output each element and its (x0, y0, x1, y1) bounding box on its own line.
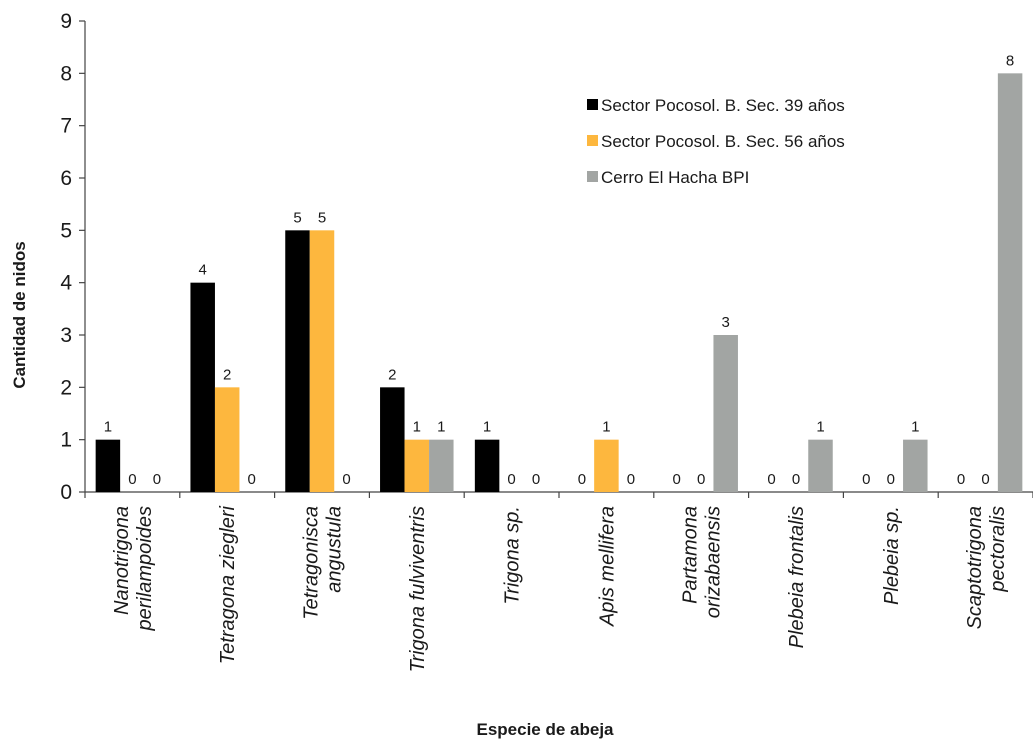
data-label: 1 (911, 419, 919, 436)
bar (404, 439, 430, 492)
category-label: orizabaensis (703, 506, 725, 618)
data-label: 0 (507, 471, 515, 488)
data-label: 0 (697, 471, 705, 488)
data-label: 0 (153, 471, 161, 488)
bars (95, 73, 1023, 493)
category-label: Partamona (680, 506, 702, 604)
data-label: 1 (104, 419, 112, 436)
y-tick-label: 1 (60, 429, 72, 452)
category-label: Trigona fulviventris (407, 506, 429, 672)
legend-label: Cerro El Hacha BPI (601, 168, 749, 187)
data-label: 3 (722, 314, 730, 331)
category-label: Scaptotrigona (964, 506, 986, 629)
data-label: 0 (248, 471, 256, 488)
legend-swatch (587, 135, 598, 146)
data-label: 0 (627, 471, 635, 488)
bar (190, 282, 215, 492)
data-label: 0 (887, 471, 895, 488)
category-label: angustula (324, 506, 346, 593)
legend: Sector Pocosol. B. Sec. 39 años Sector Po… (587, 96, 845, 187)
data-label: 1 (413, 419, 421, 436)
data-label: 0 (578, 471, 586, 488)
data-label: 5 (293, 209, 301, 226)
category-label: perilampoides (134, 506, 156, 632)
y-tick-label: 4 (60, 272, 72, 295)
y-tick-label: 5 (60, 219, 72, 242)
data-label: 1 (816, 419, 824, 436)
legend-label: Sector Pocosol. B. Sec. 39 años (601, 96, 845, 115)
data-label: 1 (602, 419, 610, 436)
category-labels: Nanotrigona perilampoides Tetragona ziegle… (111, 505, 1009, 672)
bar (285, 230, 310, 493)
data-label: 0 (981, 471, 989, 488)
y-tick-label: 3 (60, 324, 72, 347)
y-axis: 0 1 2 3 4 5 6 7 8 9 (60, 10, 86, 504)
y-tick-label: 2 (60, 376, 72, 399)
data-label: 1 (437, 419, 445, 436)
data-label: 2 (388, 366, 396, 383)
bar (808, 439, 833, 492)
data-label: 0 (673, 471, 681, 488)
category-label: Nanotrigona (111, 506, 133, 615)
y-tick-label: 0 (60, 481, 72, 504)
category-label: Plebeia sp. (881, 506, 903, 605)
bar (429, 439, 454, 492)
data-label: 1 (483, 419, 491, 436)
category-label: pectoralis (987, 506, 1009, 593)
category-label: Apis mellifera (596, 506, 618, 627)
y-tick-label: 9 (60, 10, 72, 33)
legend-swatch (587, 171, 598, 182)
data-label: 0 (342, 471, 350, 488)
bar (594, 439, 619, 492)
y-tick-label: 8 (60, 62, 72, 85)
y-tick-label: 6 (60, 167, 72, 190)
x-axis (84, 491, 1033, 498)
bar (713, 335, 738, 492)
bar (903, 439, 928, 492)
data-label: 0 (532, 471, 540, 488)
data-label: 0 (792, 471, 800, 488)
data-label: 5 (318, 209, 326, 226)
category-label: Trigona sp. (502, 506, 524, 605)
category-label: Tetragona ziegleri (217, 505, 239, 664)
bar (214, 387, 240, 492)
bar (380, 387, 405, 492)
bar (474, 439, 500, 492)
bar (95, 439, 121, 492)
data-label: 4 (199, 262, 207, 279)
data-label: 0 (767, 471, 775, 488)
y-axis-title: Cantidad de nidos (10, 241, 29, 388)
data-label: 0 (957, 471, 965, 488)
data-label: 0 (128, 471, 136, 488)
bar (997, 73, 1023, 492)
category-label: Plebeia frontalis (786, 506, 808, 648)
data-label: 8 (1006, 52, 1014, 69)
category-label: Tetragonisca (301, 506, 323, 620)
legend-swatch (587, 99, 598, 110)
data-label: 0 (862, 471, 870, 488)
bar (309, 230, 335, 493)
legend-label: Sector Pocosol. B. Sec. 56 años (601, 132, 845, 151)
y-tick-label: 7 (60, 115, 72, 138)
data-label: 2 (223, 366, 231, 383)
x-axis-title: Especie de abeja (476, 720, 614, 739)
